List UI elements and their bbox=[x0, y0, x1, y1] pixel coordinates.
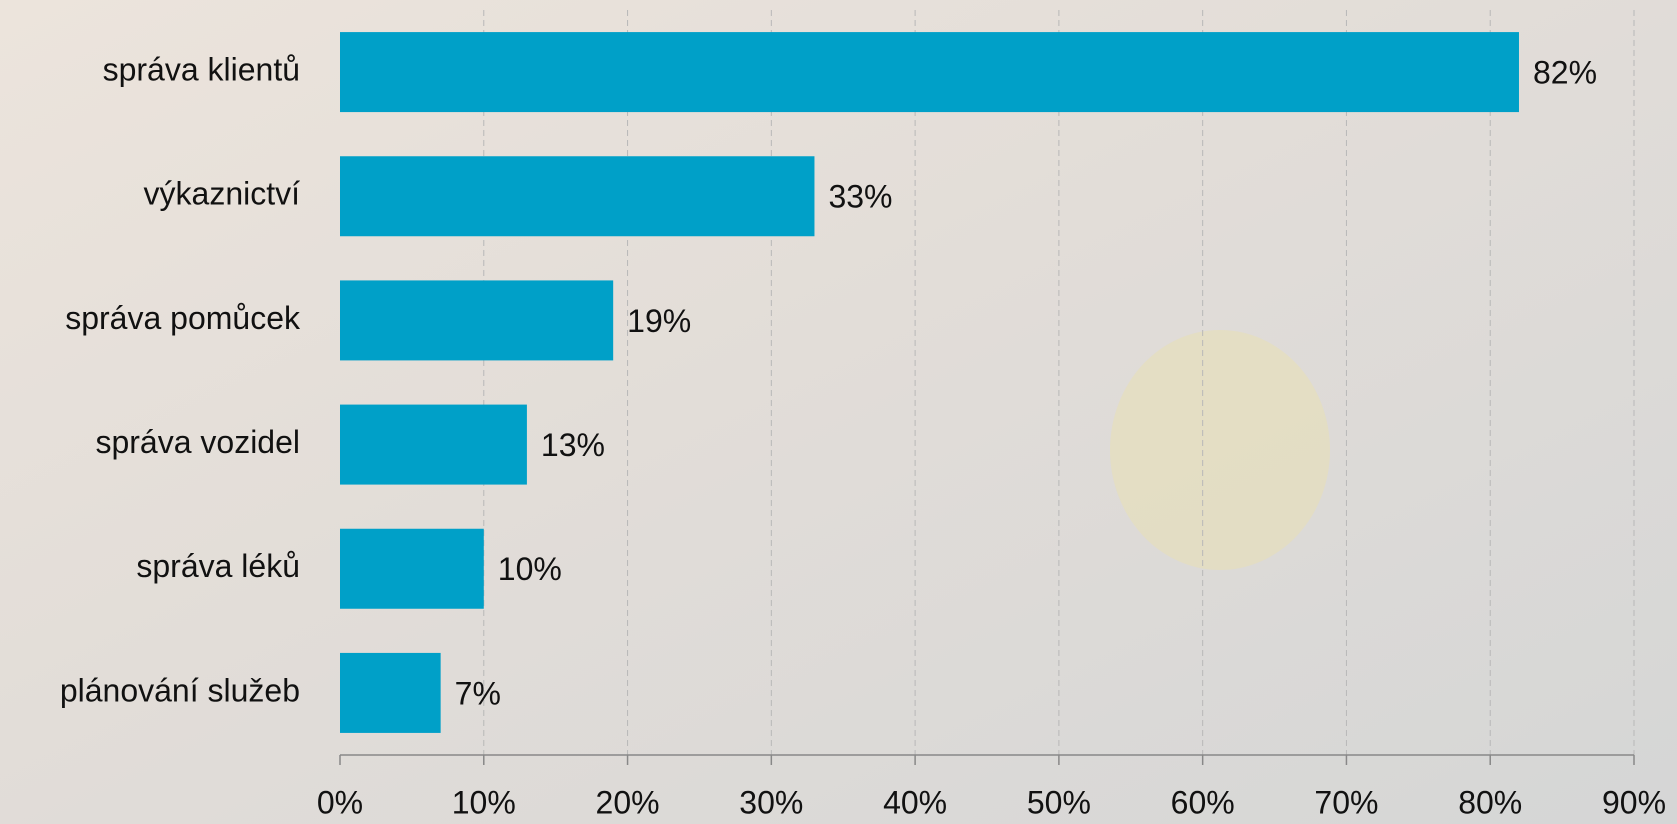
background-shape bbox=[1110, 330, 1330, 570]
bar bbox=[340, 652, 441, 733]
bar bbox=[340, 32, 1519, 113]
bar bbox=[340, 156, 815, 237]
y-tick-label: správa vozidel bbox=[95, 424, 300, 460]
bar bbox=[340, 280, 614, 361]
y-tick-label: správa pomůcek bbox=[65, 300, 301, 336]
data-label: 7% bbox=[455, 675, 501, 711]
data-label: 10% bbox=[498, 551, 562, 587]
y-tick-label: výkaznictví bbox=[144, 176, 301, 212]
x-tick-label: 30% bbox=[739, 784, 803, 820]
x-tick-label: 50% bbox=[1027, 784, 1091, 820]
x-tick-label: 20% bbox=[596, 784, 660, 820]
x-tick-label: 90% bbox=[1602, 784, 1666, 820]
y-tick-label: plánování služeb bbox=[60, 672, 300, 708]
data-label: 33% bbox=[828, 179, 892, 215]
data-label: 82% bbox=[1533, 55, 1597, 91]
x-tick-label: 10% bbox=[452, 784, 516, 820]
x-tick-label: 0% bbox=[317, 784, 363, 820]
data-label: 19% bbox=[627, 303, 691, 339]
y-tick-label: správa klientů bbox=[103, 52, 300, 88]
bar bbox=[340, 404, 527, 485]
data-label: 13% bbox=[541, 427, 605, 463]
bar bbox=[340, 528, 484, 609]
x-tick-label: 40% bbox=[883, 784, 947, 820]
x-tick-label: 60% bbox=[1171, 784, 1235, 820]
y-tick-label: správa léků bbox=[136, 548, 300, 584]
x-tick-label: 80% bbox=[1458, 784, 1522, 820]
x-tick-label: 70% bbox=[1314, 784, 1378, 820]
